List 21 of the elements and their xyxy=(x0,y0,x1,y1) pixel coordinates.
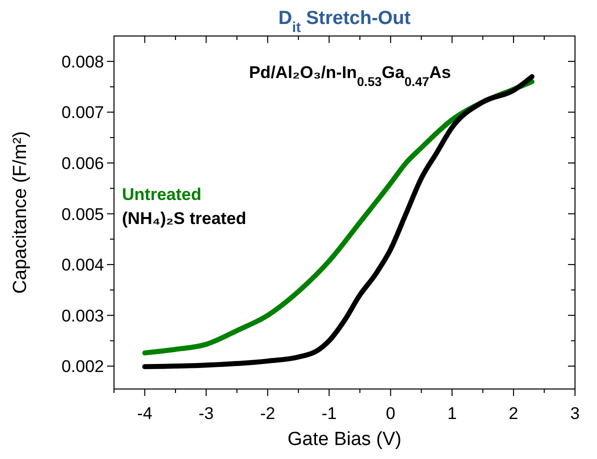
chart-title: D$_{it}$ Stretch-Out xyxy=(278,8,412,36)
x-tick-label: -2 xyxy=(260,404,276,423)
x-tick-label: 3 xyxy=(570,404,580,423)
x-tick-label: -1 xyxy=(322,404,337,423)
x-tick-label: -3 xyxy=(198,404,214,423)
y-tick-label: 0.005 xyxy=(61,204,104,224)
y-axis-title: Capacitance (F/m²) xyxy=(10,131,31,294)
x-tick-label: 0 xyxy=(386,404,396,423)
y-tick-label: 0.004 xyxy=(61,256,104,275)
y-tick-label: 0.007 xyxy=(61,103,104,122)
x-axis-title: Gate Bias (V) xyxy=(287,429,402,450)
annotation: Pd/Al₂O₃/n-In$_{0.53}$Ga$_{0.47}$As xyxy=(248,63,452,88)
x-tick-label: -4 xyxy=(137,404,152,423)
text: Untreated xyxy=(122,185,202,204)
x-tick-label: 2 xyxy=(508,404,518,423)
y-tick-label: 0.008 xyxy=(61,52,104,72)
x-tick-label: 1 xyxy=(447,404,457,423)
text: (NH₄)₂S treated xyxy=(122,209,246,228)
y-tick-label: 0.003 xyxy=(61,306,104,326)
y-tick-label: 0.002 xyxy=(61,357,104,376)
y-tick-label: 0.006 xyxy=(61,154,104,173)
